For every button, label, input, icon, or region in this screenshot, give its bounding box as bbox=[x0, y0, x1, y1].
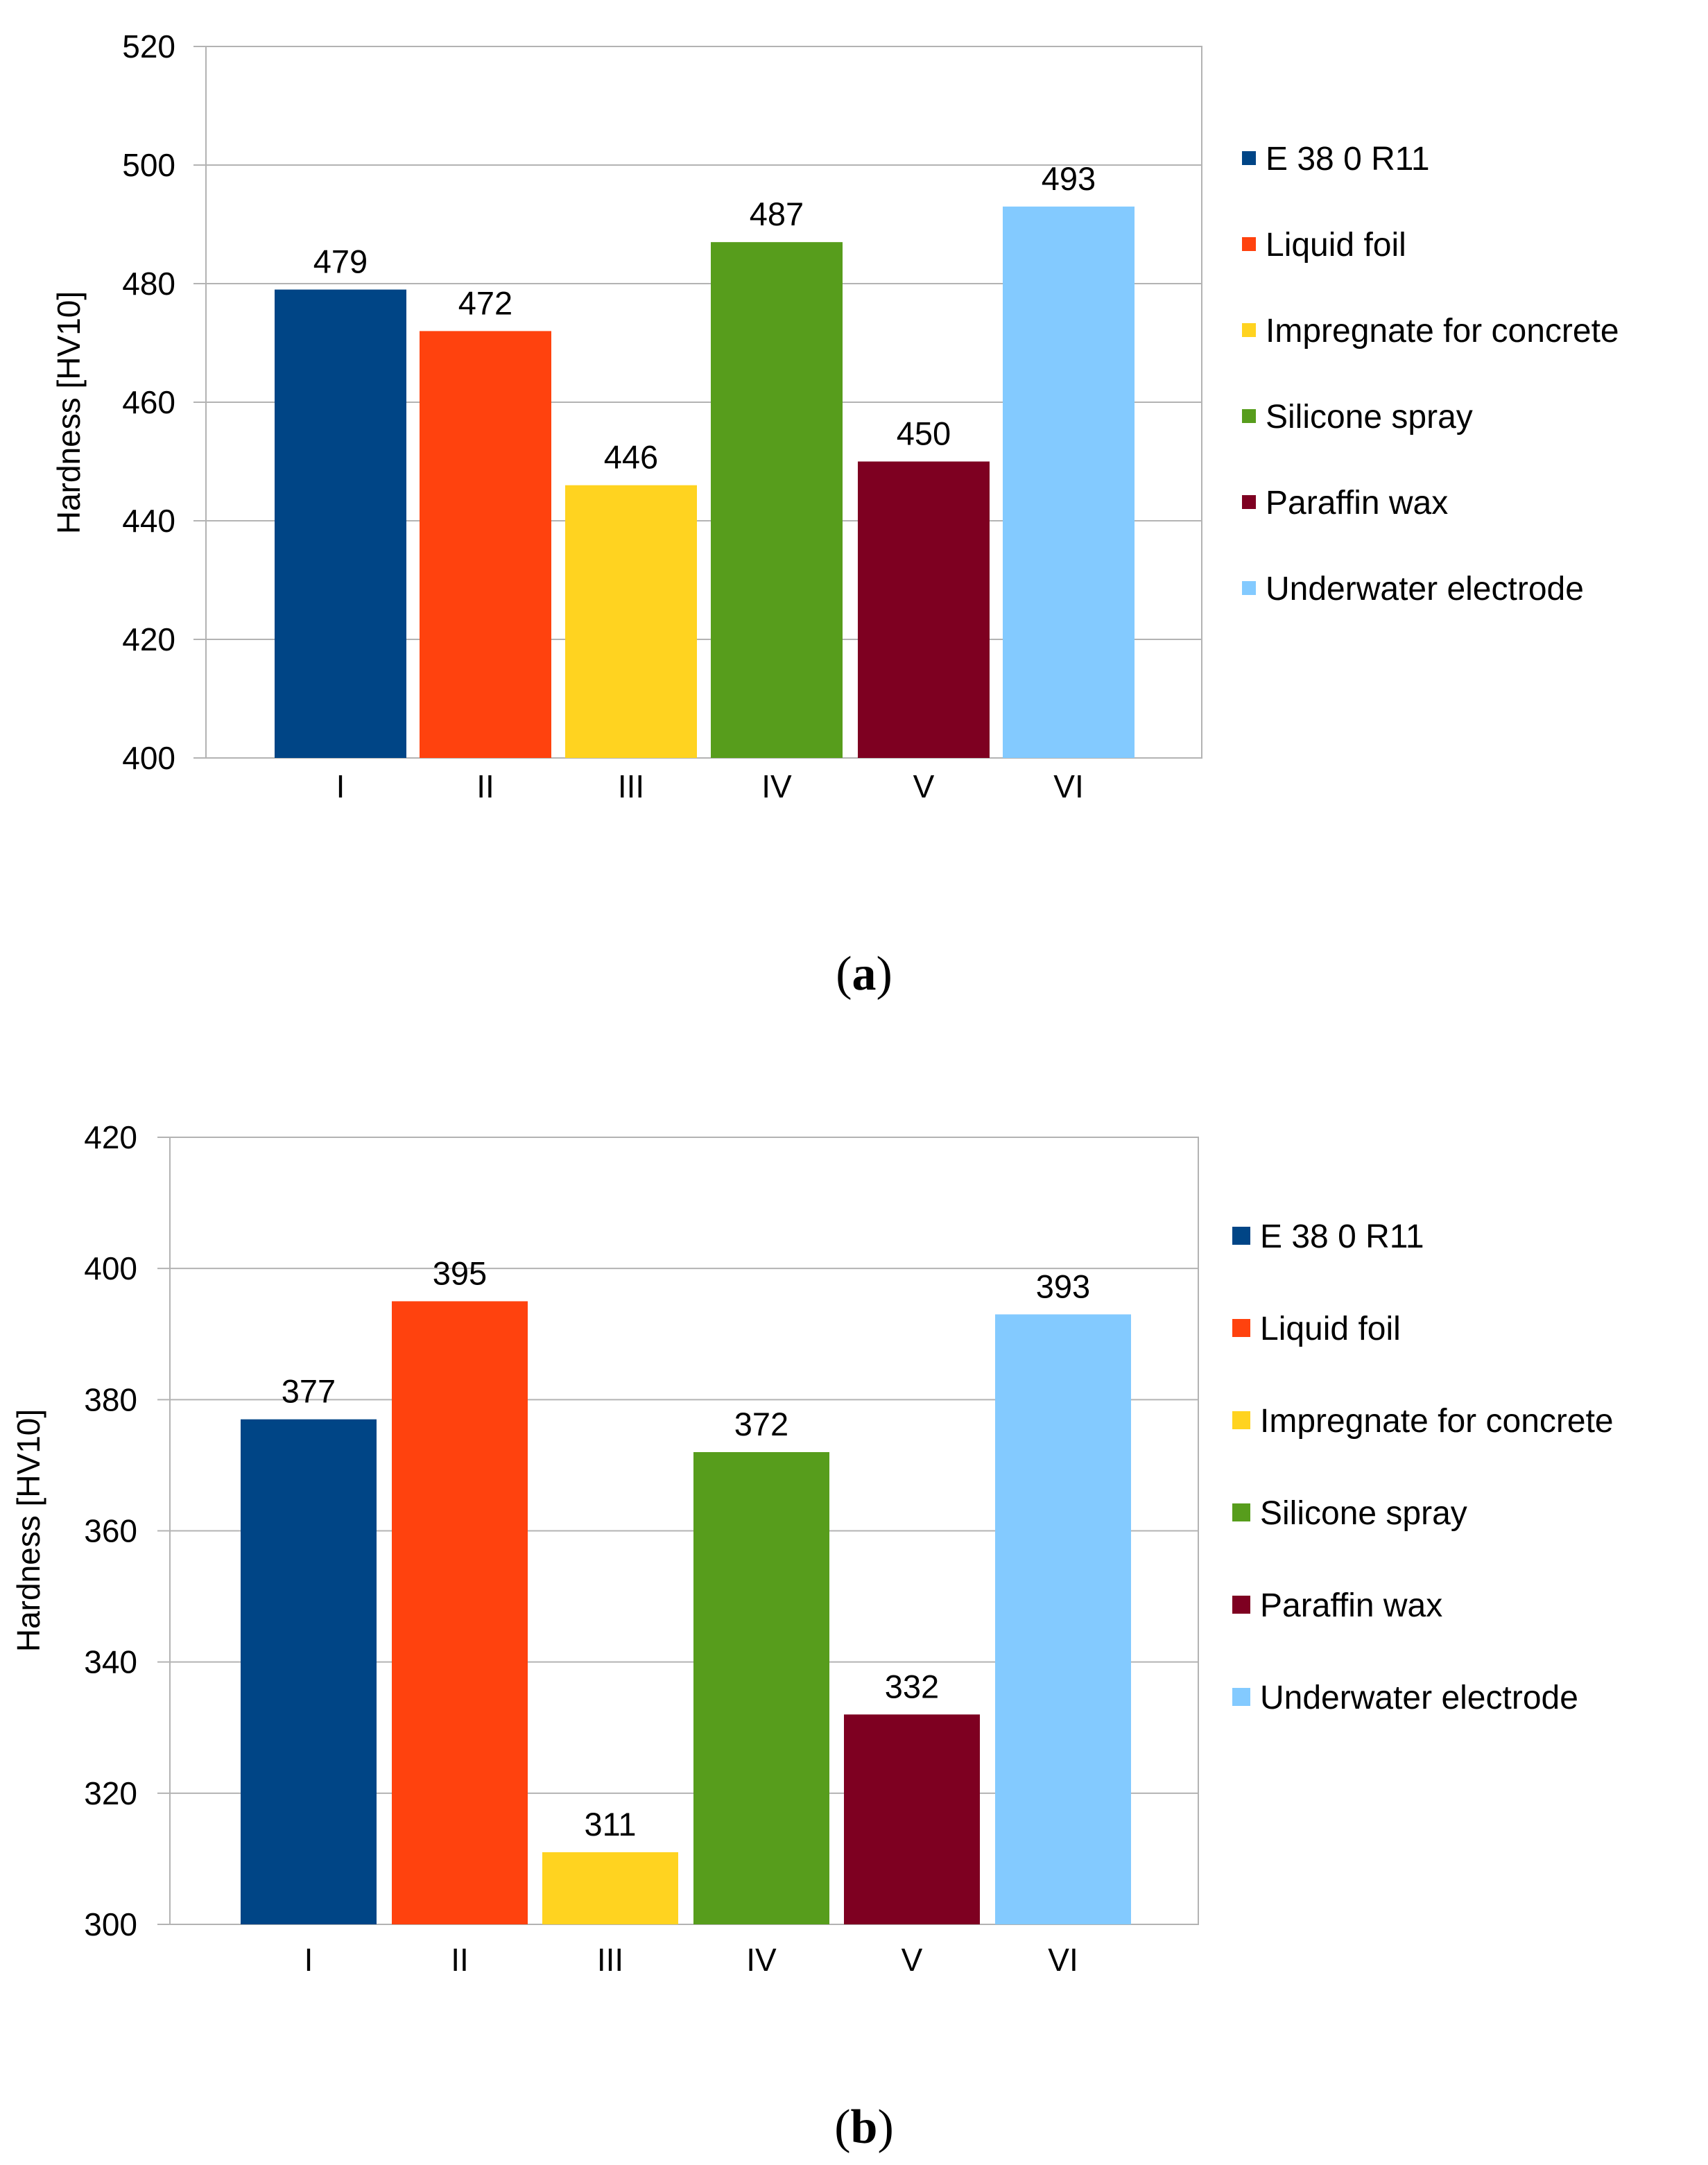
legend-entry-label: Silicone spray bbox=[1266, 399, 1473, 435]
chart-panel-b: 300 320 340 360 380 400 420 Hardness [HV10] 377 I… bbox=[10, 1119, 1614, 2154]
legend-swatch bbox=[1232, 1503, 1250, 1521]
y-tick-label: 460 bbox=[122, 384, 175, 420]
y-tick-label: 480 bbox=[122, 266, 175, 302]
data-label: 393 bbox=[1036, 1268, 1090, 1304]
legend-entry-label: Underwater electrode bbox=[1260, 1680, 1578, 1716]
data-label: 472 bbox=[458, 284, 512, 321]
y-tick-label: 380 bbox=[84, 1381, 137, 1417]
x-tick-label: I bbox=[304, 1942, 313, 1978]
y-tick-label: 520 bbox=[122, 28, 175, 64]
y-axis-label: Hardness [HV10] bbox=[51, 291, 87, 534]
data-label: 395 bbox=[433, 1254, 487, 1291]
legend-swatch bbox=[1232, 1688, 1250, 1706]
bar-VI bbox=[1003, 206, 1135, 759]
bar-II bbox=[392, 1301, 528, 1924]
data-label: 487 bbox=[750, 196, 804, 232]
y-tick-label: 340 bbox=[84, 1644, 137, 1680]
legend-swatch bbox=[1232, 1227, 1250, 1245]
x-tick-label: II bbox=[451, 1942, 469, 1978]
bar-II bbox=[420, 331, 551, 758]
y-tick-label: 360 bbox=[84, 1513, 137, 1549]
legend-swatch bbox=[1242, 323, 1256, 337]
panel-caption-letter: a bbox=[852, 947, 877, 1001]
legend-swatch bbox=[1242, 409, 1256, 423]
bar-V bbox=[858, 461, 990, 758]
legend-entry-label: Liquid foil bbox=[1260, 1311, 1401, 1347]
panel-caption: (b) bbox=[834, 2101, 894, 2154]
legend-entry-label: Paraffin wax bbox=[1260, 1587, 1442, 1624]
bar-IV bbox=[693, 1452, 829, 1924]
legend-entry-label: Impregnate for concrete bbox=[1266, 313, 1619, 350]
legend-entry-label: Impregnate for concrete bbox=[1260, 1403, 1614, 1440]
bar-I bbox=[275, 289, 406, 758]
legend-entry-label: Silicone spray bbox=[1260, 1495, 1467, 1532]
legend-swatch bbox=[1232, 1411, 1250, 1429]
bar-V bbox=[844, 1714, 980, 1924]
legend-entry-label: Underwater electrode bbox=[1266, 571, 1584, 607]
legend-swatch bbox=[1242, 495, 1256, 509]
data-label: 479 bbox=[313, 243, 368, 280]
legend-entry-label: E 38 0 R11 bbox=[1266, 141, 1430, 178]
bar-I bbox=[241, 1419, 377, 1924]
legend-swatch bbox=[1242, 581, 1256, 595]
data-label: 450 bbox=[897, 415, 951, 452]
x-tick-label: II bbox=[476, 768, 494, 804]
bar-VI bbox=[995, 1314, 1131, 1924]
x-tick-label: IV bbox=[761, 768, 792, 804]
data-label: 372 bbox=[734, 1406, 788, 1442]
legend-swatch bbox=[1242, 151, 1256, 165]
y-tick-label: 440 bbox=[122, 503, 175, 539]
x-tick-label: VI bbox=[1053, 768, 1083, 804]
y-tick-label: 500 bbox=[122, 147, 175, 183]
data-label: 493 bbox=[1042, 160, 1096, 197]
x-tick-label: V bbox=[913, 768, 935, 804]
bar-III bbox=[542, 1852, 678, 1924]
y-tick-label: 420 bbox=[84, 1119, 137, 1155]
y-tick-label: 400 bbox=[84, 1250, 137, 1286]
legend-swatch bbox=[1242, 237, 1256, 251]
x-tick-label: III bbox=[618, 768, 644, 804]
y-tick-label: 420 bbox=[122, 621, 175, 657]
y-axis-label: Hardness [HV10] bbox=[10, 1409, 46, 1652]
panel-caption-letter: b bbox=[851, 2101, 878, 2154]
legend-swatch bbox=[1232, 1319, 1250, 1337]
bar-III bbox=[565, 485, 697, 758]
data-label: 311 bbox=[585, 1806, 637, 1843]
legend-entry-label: Liquid foil bbox=[1266, 227, 1406, 264]
legend-entry-label: E 38 0 R11 bbox=[1260, 1218, 1424, 1255]
legend-swatch bbox=[1232, 1596, 1250, 1614]
data-label: 446 bbox=[604, 439, 658, 476]
data-label: 377 bbox=[282, 1373, 336, 1410]
bar-IV bbox=[711, 242, 843, 758]
legend-entry-label: Paraffin wax bbox=[1266, 485, 1448, 521]
y-tick-label: 300 bbox=[84, 1906, 137, 1942]
x-tick-label: I bbox=[336, 768, 345, 804]
x-tick-label: V bbox=[902, 1942, 923, 1978]
chart-panel-a: 400 420 440 460 480 500 520 Hardness [HV10] 479 I… bbox=[51, 28, 1619, 1001]
y-tick-label: 400 bbox=[122, 740, 175, 776]
x-tick-label: VI bbox=[1048, 1942, 1078, 1978]
x-tick-label: III bbox=[597, 1942, 623, 1978]
y-tick-label: 320 bbox=[84, 1775, 137, 1811]
data-label: 332 bbox=[885, 1668, 939, 1705]
x-tick-label: IV bbox=[746, 1942, 777, 1978]
panel-caption: (a) bbox=[836, 947, 892, 1001]
